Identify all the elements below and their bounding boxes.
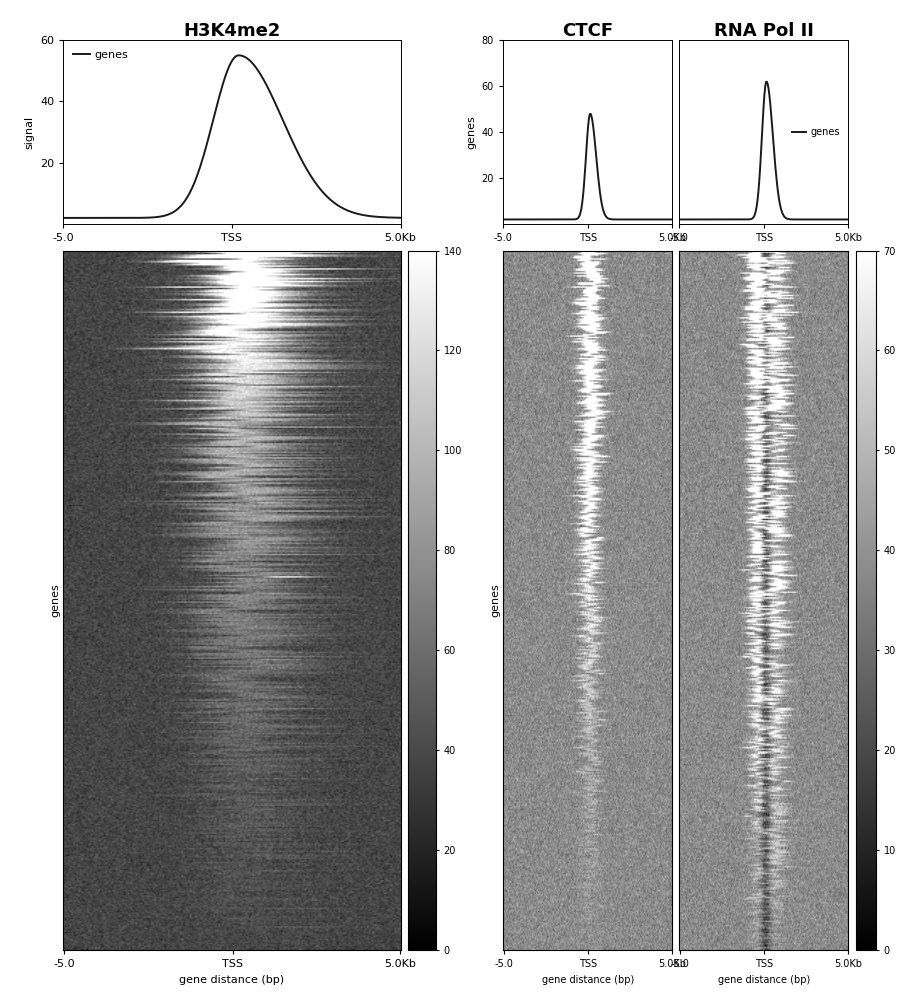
Legend: genes: genes [787,123,842,141]
Y-axis label: genes: genes [51,583,60,617]
Y-axis label: genes: genes [465,115,475,149]
Legend: genes: genes [69,46,133,64]
X-axis label: gene distance (bp): gene distance (bp) [717,975,809,985]
X-axis label: gene distance (bp): gene distance (bp) [541,975,633,985]
Y-axis label: genes: genes [490,583,500,617]
Title: H3K4me2: H3K4me2 [183,22,281,40]
X-axis label: gene distance (bp): gene distance (bp) [179,975,284,985]
Title: RNA Pol II: RNA Pol II [713,22,813,40]
Title: CTCF: CTCF [561,22,612,40]
Y-axis label: signal: signal [24,115,34,149]
